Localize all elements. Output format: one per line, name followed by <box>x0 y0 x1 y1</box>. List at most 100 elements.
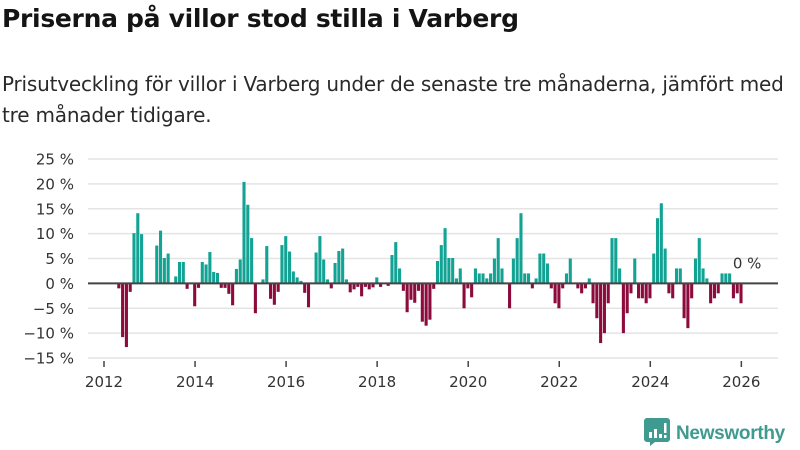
bar <box>553 283 557 304</box>
gridlines <box>88 158 778 359</box>
bar <box>663 248 667 284</box>
bar <box>644 283 648 304</box>
bar <box>409 283 413 300</box>
bar <box>413 283 417 303</box>
bar <box>720 273 724 284</box>
bar <box>678 268 682 284</box>
bars <box>117 181 743 348</box>
bar <box>667 283 671 294</box>
bar <box>686 283 690 329</box>
bar <box>625 283 629 314</box>
bar <box>269 283 273 299</box>
y-tick-label: 25 % <box>36 151 74 169</box>
bar <box>671 283 675 299</box>
bar <box>618 268 622 284</box>
bar <box>193 283 197 307</box>
bar <box>693 258 698 284</box>
bar <box>724 273 728 284</box>
bar <box>606 283 610 304</box>
brand-name: Newsworthy <box>676 423 785 444</box>
bar <box>492 258 496 284</box>
bar <box>185 283 189 289</box>
bar <box>291 271 295 284</box>
y-tick-label: 5 % <box>45 250 74 268</box>
bar <box>519 213 523 284</box>
bar <box>174 276 178 284</box>
bar <box>515 238 519 284</box>
newsworthy-logo[interactable]: Newsworthy <box>644 418 785 450</box>
bar <box>648 283 652 299</box>
bar <box>128 283 132 292</box>
bar <box>614 238 618 284</box>
y-tick-label: −15 % <box>23 350 74 368</box>
bar <box>356 283 360 287</box>
bar <box>583 283 587 289</box>
y-tick-label: 15 % <box>36 200 74 218</box>
bar <box>386 283 390 286</box>
bar <box>318 236 322 284</box>
bar <box>534 278 538 284</box>
bar <box>306 283 311 308</box>
bar <box>462 283 466 309</box>
y-tick-label: −5 % <box>33 300 74 318</box>
bar <box>595 283 599 319</box>
bar <box>712 283 716 299</box>
bar <box>709 283 713 304</box>
bar <box>424 283 428 326</box>
y-axis: 25 % 20 % 15 % 10 % 5 % 0 % −5 % −10 % −15 % <box>23 151 74 368</box>
bar <box>637 283 641 299</box>
newsworthy-logo-icon <box>644 418 670 450</box>
bar <box>367 283 371 290</box>
chart-title: Priserna på villor stod stilla i Varberg <box>2 4 519 33</box>
bar <box>212 271 216 284</box>
bar <box>352 283 356 290</box>
bar <box>659 203 663 284</box>
bar <box>576 283 580 289</box>
bar <box>363 283 367 287</box>
bar <box>701 268 705 284</box>
bar <box>587 278 591 284</box>
x-tick-label: 2020 <box>449 373 487 391</box>
bar <box>280 245 284 284</box>
bar <box>538 253 542 284</box>
bar <box>629 283 633 294</box>
bar <box>500 268 504 284</box>
bar <box>549 283 553 289</box>
bar <box>477 273 481 284</box>
bar <box>466 283 470 289</box>
bar <box>295 277 299 284</box>
bar <box>360 283 364 297</box>
bar <box>246 204 250 284</box>
bar <box>121 283 125 338</box>
bar <box>219 283 223 288</box>
bar <box>473 268 477 284</box>
bar <box>261 279 265 284</box>
bar <box>379 283 383 287</box>
bar <box>591 283 595 304</box>
x-tick-label: 2024 <box>631 373 669 391</box>
x-tick-label: 2012 <box>85 373 123 391</box>
bar <box>564 273 569 284</box>
bar <box>682 283 686 319</box>
bar <box>428 283 432 320</box>
bar <box>432 283 436 289</box>
bar <box>390 255 394 284</box>
bar <box>580 283 584 294</box>
bar <box>181 261 185 284</box>
bar <box>250 238 254 284</box>
bar <box>196 283 201 288</box>
bar <box>602 283 606 334</box>
bar <box>523 273 527 284</box>
bar <box>314 252 318 284</box>
y-tick-label: 20 % <box>36 175 74 193</box>
bar <box>325 279 330 284</box>
bar <box>200 261 204 284</box>
bar <box>561 283 565 289</box>
y-tick-label: 0 % <box>45 275 74 293</box>
bar <box>303 283 307 293</box>
bar <box>299 280 303 284</box>
bar <box>272 283 276 305</box>
bar <box>242 181 246 284</box>
bar <box>511 258 515 284</box>
bar <box>530 283 534 289</box>
